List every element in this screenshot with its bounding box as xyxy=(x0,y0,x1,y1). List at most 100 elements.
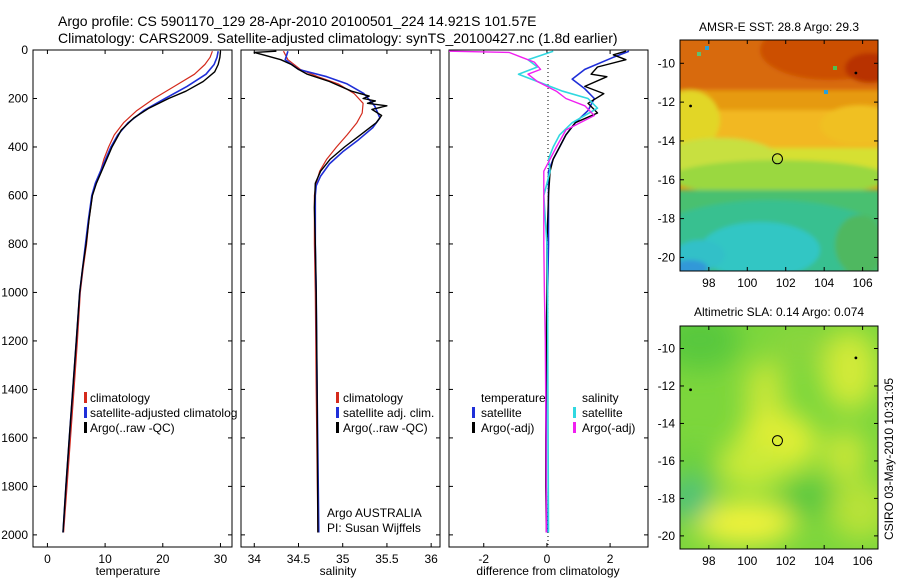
legend-marker-satellite-adjusted xyxy=(84,407,87,418)
x-tick-label: 35 xyxy=(336,552,350,566)
legend-label-argo: Argo(..raw -QC) xyxy=(343,421,428,435)
y-tick-label: 1400 xyxy=(1,382,28,396)
x-tick-label: 35.5 xyxy=(375,552,399,566)
x-tick-label: 100 xyxy=(737,554,757,568)
sst-land-speck xyxy=(824,90,828,94)
sla-map-panel: Altimetric SLA: 0.14 Argo: 0.074 98 100 10… xyxy=(658,305,879,568)
x-tick-label: 20 xyxy=(156,552,170,566)
legend-label-temp-argo: Argo(-adj) xyxy=(481,421,534,435)
sla-map-frame xyxy=(679,325,879,550)
legend-label-sal-argo: Argo(-adj) xyxy=(582,421,635,435)
legend-label-satellite-adjusted: satellite-adjusted climatolog xyxy=(90,406,237,420)
y-tick-label: 800 xyxy=(8,237,28,251)
x-tick-label: 36 xyxy=(424,552,438,566)
series-line-salinity-argo-adj- xyxy=(449,50,595,533)
figure-title-line2: Climatology: CARS2009. Satellite-adjuste… xyxy=(58,30,618,46)
temperature-legend: climatology satellite-adjusted climatolo… xyxy=(84,391,237,435)
sst-land-speck xyxy=(705,46,709,50)
legend-marker-sal-argo xyxy=(573,422,576,433)
x-tick-label: -2 xyxy=(478,552,489,566)
legend-marker-temp-satellite xyxy=(472,407,475,418)
y-tick-label: 0 xyxy=(21,43,28,57)
series-line-climatology xyxy=(282,50,364,533)
x-tick-label: 0 xyxy=(44,552,51,566)
x-tick-label: 102 xyxy=(776,276,796,290)
y-tick-label: -16 xyxy=(658,454,676,468)
y-tick-label: -14 xyxy=(658,134,676,148)
y-tick-label: 1000 xyxy=(1,285,28,299)
sst-land-speck xyxy=(697,52,701,56)
difference-legend: temperature satellite Argo(-adj) salinit… xyxy=(472,391,635,435)
y-tick-label: 1600 xyxy=(1,431,28,445)
x-tick-label: 98 xyxy=(702,554,716,568)
figure-title-line1: Argo profile: CS 5901170_129 28-Apr-2010… xyxy=(58,13,536,29)
legend-label-satellite-adj: satellite adj. clim. xyxy=(343,406,434,420)
legend-label-sal-satellite: satellite xyxy=(582,406,623,420)
y-tick-label: 1200 xyxy=(1,334,28,348)
x-tick-label: 34 xyxy=(248,552,262,566)
island-marker xyxy=(854,356,858,360)
y-tick-label: 200 xyxy=(8,91,28,105)
x-tick-label: 100 xyxy=(737,276,757,290)
x-tick-label: 104 xyxy=(814,276,834,290)
x-tick-label: 106 xyxy=(853,276,873,290)
x-tick-label: 106 xyxy=(853,554,873,568)
legend-label-climatology: climatology xyxy=(343,391,403,405)
x-tick-label: 104 xyxy=(814,554,834,568)
series-line-salinity-satellite xyxy=(517,50,599,533)
temperature-panel: 0 10 20 30 0 200 400 600 800 1000 1200 1400 1600 1800… xyxy=(1,43,237,578)
salinity-panel: 34 34.5 35 35.5 36 salinity climatology sate… xyxy=(240,49,441,578)
csiro-timestamp: CSIRO 03-May-2010 10:31:05 xyxy=(882,378,896,540)
y-tick-label: 400 xyxy=(8,140,28,154)
credit-argo-australia: Argo AUSTRALIA xyxy=(327,506,422,520)
x-tick-label: 30 xyxy=(214,552,228,566)
legend-marker-climatology xyxy=(84,392,87,403)
island-marker xyxy=(854,71,858,75)
x-tick-label: 0 xyxy=(544,552,551,566)
sst-map-title: AMSR-E SST: 28.8 Argo: 29.3 xyxy=(699,20,859,34)
y-tick-label: -18 xyxy=(658,491,676,505)
sla-map-title: Altimetric SLA: 0.14 Argo: 0.074 xyxy=(694,305,864,319)
legend-marker-argo xyxy=(336,422,339,433)
legend-marker-climatology xyxy=(336,392,339,403)
credit-pi: PI: Susan Wijffels xyxy=(327,521,421,535)
y-tick-label: -10 xyxy=(658,56,676,70)
series-line-temperature-argo-adj- xyxy=(545,50,627,533)
sst-map-panel: AMSR-E SST: 28.8 Argo: 29.3 xyxy=(658,20,879,290)
sst-map-frame xyxy=(679,39,879,272)
legend-marker-temp-argo xyxy=(472,422,475,433)
difference-panel: -2 0 2 difference from climatology tempera… xyxy=(448,49,649,578)
y-tick-label: -12 xyxy=(658,379,676,393)
y-tick-label: -16 xyxy=(658,173,676,187)
y-tick-label: -10 xyxy=(658,341,676,355)
y-tick-label: -18 xyxy=(658,212,676,226)
sst-heatmap-field xyxy=(680,40,878,271)
x-tick-label: 34.5 xyxy=(287,552,311,566)
y-tick-label: 2000 xyxy=(1,528,28,542)
difference-xlabel: difference from climatology xyxy=(476,564,619,578)
salinity-axes-frame xyxy=(240,49,441,548)
x-tick-label: 10 xyxy=(98,552,112,566)
y-tick-label: 600 xyxy=(8,188,28,202)
argo-position-marker xyxy=(771,153,783,165)
y-tick-label: -20 xyxy=(658,250,676,264)
argo-position-marker xyxy=(771,435,783,447)
y-tick-label: -14 xyxy=(658,416,676,430)
series-line-argo-raw-qc- xyxy=(62,51,222,533)
legend-label-argo: Argo(..raw -QC) xyxy=(90,421,175,435)
sla-heatmap-field xyxy=(680,326,878,545)
temperature-xlabel: temperature xyxy=(96,564,161,578)
legend-label-temp-satellite: satellite xyxy=(481,406,522,420)
y-tick-label: -12 xyxy=(658,95,676,109)
y-tick-label: -20 xyxy=(658,529,676,543)
legend-marker-argo xyxy=(84,422,87,433)
sst-land-speck xyxy=(833,66,837,70)
x-tick-label: 2 xyxy=(607,552,614,566)
x-tick-label: 102 xyxy=(776,554,796,568)
legend-marker-sal-satellite xyxy=(573,407,576,418)
temperature-axes-frame xyxy=(32,49,233,548)
salinity-xlabel: salinity xyxy=(320,564,357,578)
salinity-legend: climatology satellite adj. clim. Argo(..… xyxy=(336,391,434,435)
island-marker xyxy=(689,388,692,392)
legend-label-climatology: climatology xyxy=(90,391,150,405)
